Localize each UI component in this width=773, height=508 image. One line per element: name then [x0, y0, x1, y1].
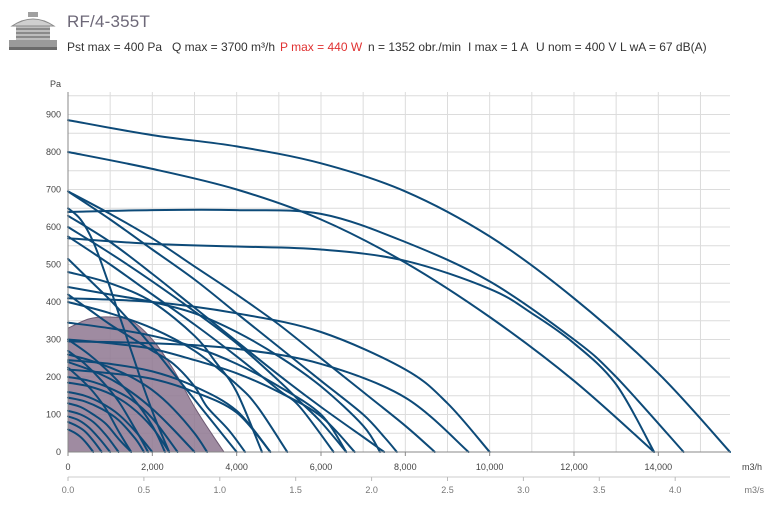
- x2-tick-label: 4.0: [669, 485, 682, 495]
- y-tick-label: 400: [46, 297, 61, 307]
- series-curve-35: [67, 366, 133, 453]
- x-tick-label: 14,000: [645, 462, 673, 472]
- x-tick-label: 10,000: [476, 462, 504, 472]
- series-curve-9: [67, 286, 381, 453]
- x-axis-label: m3/h: [742, 462, 762, 472]
- x-tick-label: 12,000: [560, 462, 588, 472]
- series-curve-2: [67, 151, 656, 453]
- spec-power: P max = 440 W: [280, 40, 363, 54]
- series-curve-30: [67, 415, 112, 453]
- series-curve-19: [67, 293, 247, 453]
- y-tick-label: 500: [46, 260, 61, 270]
- y-tick-label: 800: [46, 147, 61, 157]
- series-curve-11: [67, 226, 348, 453]
- x2-tick-label: 3.5: [593, 485, 606, 495]
- y-tick-label: 300: [46, 335, 61, 345]
- product-title: RF/4-355T: [67, 12, 151, 31]
- y-tick-label: 600: [46, 222, 61, 232]
- y-tick-label: 700: [46, 185, 61, 195]
- y-axis-label: Pa: [50, 79, 61, 89]
- series-curve-29: [67, 409, 120, 453]
- x2-tick-label: 0.0: [62, 485, 75, 495]
- series-curve-20: [67, 257, 238, 453]
- series-curve-27: [67, 396, 145, 453]
- series-curve-28: [67, 402, 133, 453]
- series-curve-7: [67, 190, 398, 453]
- series-curve-4: [67, 237, 656, 453]
- x2-tick-label: 2.5: [441, 485, 454, 495]
- x2-tick-label: 0.5: [138, 485, 151, 495]
- x-tick-label: 2,000: [141, 462, 164, 472]
- y-tick-label: 200: [46, 372, 61, 382]
- spec-voltage: U nom = 400 V: [536, 40, 617, 54]
- spec-pressure: Pst max = 400 Pa: [67, 40, 163, 54]
- y-tick-label: 900: [46, 110, 61, 120]
- x2-tick-label: 2.0: [365, 485, 378, 495]
- series-curve-1: [67, 119, 731, 453]
- series-curve-10: [67, 340, 470, 453]
- x-tick-label: 4,000: [225, 462, 248, 472]
- series-curve-17: [67, 359, 272, 453]
- series-curve-22: [67, 207, 171, 453]
- series-curve-31: [67, 421, 103, 453]
- x2-axis-label: m3/s: [744, 485, 764, 495]
- spec-speed: n = 1352 obr./min: [368, 40, 462, 54]
- series-curve-23: [67, 361, 196, 453]
- rooftop-fan-icon: [9, 12, 57, 50]
- highlighted-series-area: [67, 316, 225, 453]
- series-curve-12: [67, 235, 335, 453]
- x2-tick-label: 3.0: [517, 485, 530, 495]
- series-curve-18: [67, 368, 272, 453]
- highlighted-curve-area: [67, 316, 225, 453]
- series-curve-15: [67, 301, 289, 453]
- spec-current: I max = 1 A: [468, 40, 529, 54]
- spec-airflow: Q max = 3700 m³/h: [172, 40, 276, 54]
- x-tick-label: 6,000: [310, 462, 333, 472]
- curve-series: [67, 119, 731, 453]
- series-curve-34: [67, 349, 150, 453]
- chart-axes: 0 100 200 300 400 500 600 700 800 900 Pa 0 2,000 4,00…: [46, 79, 765, 495]
- series-curve-14: [67, 321, 348, 453]
- x-tick-label: 0: [65, 462, 70, 472]
- series-curve-32: [67, 428, 95, 453]
- series-curve-24: [67, 376, 179, 453]
- series-curve-16: [67, 271, 263, 453]
- spec-noise: L wA = 67 dB(A): [620, 40, 707, 54]
- y-tick-label: 100: [46, 410, 61, 420]
- series-curve-8: [67, 214, 386, 453]
- series-curve-3: [67, 208, 685, 453]
- series-curve-33: [67, 338, 166, 453]
- x2-tick-label: 1.0: [214, 485, 227, 495]
- series-curve-6: [67, 190, 436, 453]
- x2-tick-label: 1.5: [289, 485, 302, 495]
- y-tick-label: 0: [56, 447, 61, 457]
- x-tick-label: 8,000: [394, 462, 417, 472]
